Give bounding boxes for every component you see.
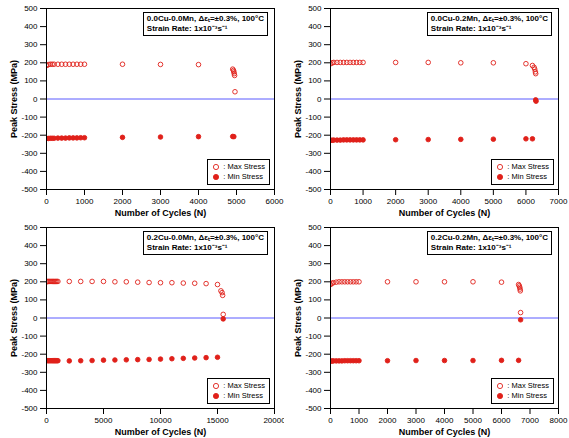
svg-text:-400: -400 xyxy=(21,167,38,176)
svg-text:500: 500 xyxy=(24,4,38,13)
svg-text:0: 0 xyxy=(328,416,333,425)
svg-text:-300: -300 xyxy=(305,149,322,158)
svg-text:1000: 1000 xyxy=(354,197,372,206)
svg-text:-500: -500 xyxy=(21,404,38,413)
svg-text:5000: 5000 xyxy=(464,416,482,425)
svg-text:Peak Stress (MPa): Peak Stress (MPa) xyxy=(9,60,19,138)
svg-text:300: 300 xyxy=(308,259,322,268)
svg-text:6000: 6000 xyxy=(517,197,535,206)
html-text:Strain Rate: 1x10⁻³s⁻¹: Strain Rate: 1x10⁻³s⁻¹ xyxy=(146,243,228,252)
svg-text:100: 100 xyxy=(24,76,38,85)
svg-text:300: 300 xyxy=(24,40,38,49)
svg-text:200: 200 xyxy=(24,58,38,67)
html-text:Strain Rate: 1x10⁻³s⁻¹: Strain Rate: 1x10⁻³s⁻¹ xyxy=(146,24,228,33)
svg-text:-300: -300 xyxy=(305,368,322,377)
svg-text:Peak Stress (MPa): Peak Stress (MPa) xyxy=(9,279,19,357)
html-text:: Max Stress: : Max Stress xyxy=(507,162,549,171)
svg-text:400: 400 xyxy=(308,22,322,31)
svg-text:-500: -500 xyxy=(21,185,38,194)
svg-text:400: 400 xyxy=(24,22,38,31)
html-text:0.2Cu-0.0Mn, Δεₜ=±0.3%, 100°C: 0.2Cu-0.0Mn, Δεₜ=±0.3%, 100°C xyxy=(146,233,264,242)
svg-text:0: 0 xyxy=(44,197,49,206)
html-text:: Min Stress: : Min Stress xyxy=(223,391,263,400)
html-text:Strain Rate: 1x10⁻³s⁻¹: Strain Rate: 1x10⁻³s⁻¹ xyxy=(430,243,512,252)
svg-text:100: 100 xyxy=(308,295,322,304)
html-text:: Min Stress: : Min Stress xyxy=(507,391,547,400)
svg-text:0: 0 xyxy=(328,197,333,206)
svg-text:200: 200 xyxy=(24,277,38,286)
svg-text:-400: -400 xyxy=(305,386,322,395)
svg-text:-400: -400 xyxy=(305,167,322,176)
svg-text:0: 0 xyxy=(33,314,38,323)
svg-text:0: 0 xyxy=(44,416,49,425)
svg-text:Peak Stress (MPa): Peak Stress (MPa) xyxy=(293,60,303,138)
svg-text:1000: 1000 xyxy=(76,197,94,206)
svg-text:5000: 5000 xyxy=(228,197,246,206)
html-text:0.2Cu-0.2Mn, Δεₜ=±0.3%, 100°C: 0.2Cu-0.2Mn, Δεₜ=±0.3%, 100°C xyxy=(430,233,548,242)
html-text:: Max Stress: : Max Stress xyxy=(507,381,549,390)
svg-text:500: 500 xyxy=(24,223,38,232)
svg-text:6000: 6000 xyxy=(266,197,284,206)
svg-text:100: 100 xyxy=(24,295,38,304)
svg-text:-100: -100 xyxy=(21,332,38,341)
svg-text:5000: 5000 xyxy=(484,197,502,206)
svg-text:0: 0 xyxy=(317,95,322,104)
svg-text:7000: 7000 xyxy=(550,197,568,206)
svg-text:-400: -400 xyxy=(21,386,38,395)
svg-text:5000: 5000 xyxy=(95,416,113,425)
svg-text:6000: 6000 xyxy=(493,416,511,425)
svg-text:-100: -100 xyxy=(305,113,322,122)
svg-text:2000: 2000 xyxy=(114,197,132,206)
svg-text:8000: 8000 xyxy=(550,416,568,425)
svg-text:300: 300 xyxy=(308,40,322,49)
svg-text:3000: 3000 xyxy=(419,197,437,206)
svg-text:3000: 3000 xyxy=(152,197,170,206)
svg-text:400: 400 xyxy=(308,241,322,250)
svg-text:-300: -300 xyxy=(21,149,38,158)
svg-text:-200: -200 xyxy=(21,131,38,140)
svg-text:7000: 7000 xyxy=(521,416,539,425)
svg-text:20000: 20000 xyxy=(263,416,284,425)
svg-text:2000: 2000 xyxy=(387,197,405,206)
svg-text:-200: -200 xyxy=(305,131,322,140)
svg-text:300: 300 xyxy=(24,259,38,268)
html-text:0.0Cu-0.2Mn, Δεₜ=±0.3%, 100°C: 0.0Cu-0.2Mn, Δεₜ=±0.3%, 100°C xyxy=(430,14,548,23)
html-text:: Max Stress: : Max Stress xyxy=(223,162,265,171)
svg-text:Peak Stress (MPa): Peak Stress (MPa) xyxy=(293,279,303,357)
svg-text:-100: -100 xyxy=(21,113,38,122)
svg-text:Number of Cycles (N): Number of Cycles (N) xyxy=(399,427,491,437)
html-text:: Min Stress: : Min Stress xyxy=(223,172,263,181)
svg-text:200: 200 xyxy=(308,277,322,286)
svg-text:15000: 15000 xyxy=(206,416,229,425)
svg-text:0: 0 xyxy=(33,95,38,104)
svg-text:1000: 1000 xyxy=(350,416,368,425)
svg-text:500: 500 xyxy=(308,223,322,232)
svg-text:-300: -300 xyxy=(21,368,38,377)
html-text:0.0Cu-0.0Mn, Δεₜ=±0.3%, 100°C: 0.0Cu-0.0Mn, Δεₜ=±0.3%, 100°C xyxy=(146,14,264,23)
svg-text:-100: -100 xyxy=(305,332,322,341)
svg-text:Number of Cycles (N): Number of Cycles (N) xyxy=(399,208,491,218)
svg-text:-500: -500 xyxy=(305,404,322,413)
svg-text:-200: -200 xyxy=(305,350,322,359)
svg-text:Number of Cycles (N): Number of Cycles (N) xyxy=(115,427,207,437)
html-text:: Max Stress: : Max Stress xyxy=(223,381,265,390)
svg-text:4000: 4000 xyxy=(452,197,470,206)
svg-text:Number of Cycles (N): Number of Cycles (N) xyxy=(115,208,207,218)
svg-text:200: 200 xyxy=(308,58,322,67)
svg-text:4000: 4000 xyxy=(190,197,208,206)
svg-text:400: 400 xyxy=(24,241,38,250)
svg-text:-500: -500 xyxy=(305,185,322,194)
svg-text:3000: 3000 xyxy=(407,416,425,425)
html-text:: Min Stress: : Min Stress xyxy=(507,172,547,181)
svg-text:500: 500 xyxy=(308,4,322,13)
svg-text:0: 0 xyxy=(317,314,322,323)
svg-text:10000: 10000 xyxy=(149,416,172,425)
html-text:Strain Rate: 1x10⁻³s⁻¹: Strain Rate: 1x10⁻³s⁻¹ xyxy=(430,24,512,33)
svg-text:4000: 4000 xyxy=(436,416,454,425)
svg-text:-200: -200 xyxy=(21,350,38,359)
svg-text:100: 100 xyxy=(308,76,322,85)
svg-text:2000: 2000 xyxy=(379,416,397,425)
